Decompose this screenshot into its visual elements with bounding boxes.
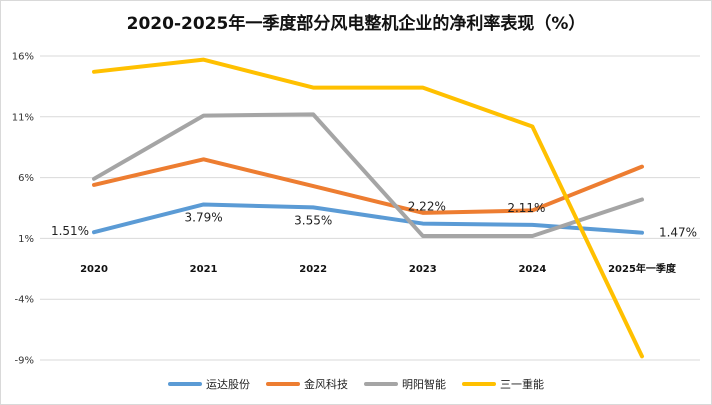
legend-label: 运达股份 bbox=[206, 378, 250, 391]
data-label: 3.79% bbox=[185, 210, 223, 224]
x-axis-categories: 2020 2021 2022 2023 2024 2025年一季度 bbox=[80, 262, 677, 275]
series-line bbox=[92, 157, 644, 215]
legend-swatch bbox=[266, 382, 300, 386]
y-tick-label: 11% bbox=[12, 112, 34, 123]
chart-title: 2020-2025年一季度部分风电整机企业的净利率表现（%） bbox=[126, 14, 586, 34]
data-label: 2.11% bbox=[507, 201, 545, 215]
data-label: 1.51% bbox=[51, 224, 89, 238]
legend-swatch bbox=[462, 382, 496, 386]
legend-item: 金风科技 bbox=[266, 376, 348, 392]
x-category-label: 2020 bbox=[80, 264, 108, 275]
y-axis-ticks: 16% 11% 6% 1% -4% -9% bbox=[12, 52, 34, 367]
legend-item: 明阳智能 bbox=[364, 376, 446, 392]
grid-lines bbox=[40, 55, 700, 361]
x-category-label: 2023 bbox=[409, 264, 437, 275]
legend-label: 三一重能 bbox=[500, 378, 544, 391]
legend: 运达股份 金风科技 明阳智能 三一重能 bbox=[0, 375, 712, 393]
x-category-label: 2025年一季度 bbox=[608, 262, 677, 275]
x-category-label: 2024 bbox=[518, 264, 546, 275]
legend-item: 三一重能 bbox=[462, 376, 544, 392]
y-tick-label: 1% bbox=[18, 234, 34, 245]
y-tick-label: 6% bbox=[18, 173, 34, 184]
legend-swatch bbox=[364, 382, 398, 386]
series-line bbox=[92, 57, 644, 359]
series-lines bbox=[92, 57, 644, 359]
series-line bbox=[92, 202, 644, 235]
legend-label: 金风科技 bbox=[304, 378, 348, 391]
legend-label: 明阳智能 bbox=[402, 378, 446, 391]
legend-swatch bbox=[168, 382, 202, 386]
series-line bbox=[92, 112, 644, 238]
data-label: 1.47% bbox=[659, 226, 697, 240]
y-tick-label: -9% bbox=[15, 356, 34, 367]
y-tick-label: -4% bbox=[15, 295, 34, 306]
x-category-label: 2021 bbox=[190, 264, 218, 275]
x-category-label: 2022 bbox=[299, 264, 327, 275]
data-label: 2.22% bbox=[408, 200, 446, 214]
data-label: 3.55% bbox=[294, 213, 332, 227]
legend-item: 运达股份 bbox=[168, 376, 250, 392]
data-labels: 1.51% 3.79% 3.55% 2.22% 2.11% 1.47% bbox=[51, 200, 697, 240]
y-tick-label: 16% bbox=[12, 52, 34, 63]
